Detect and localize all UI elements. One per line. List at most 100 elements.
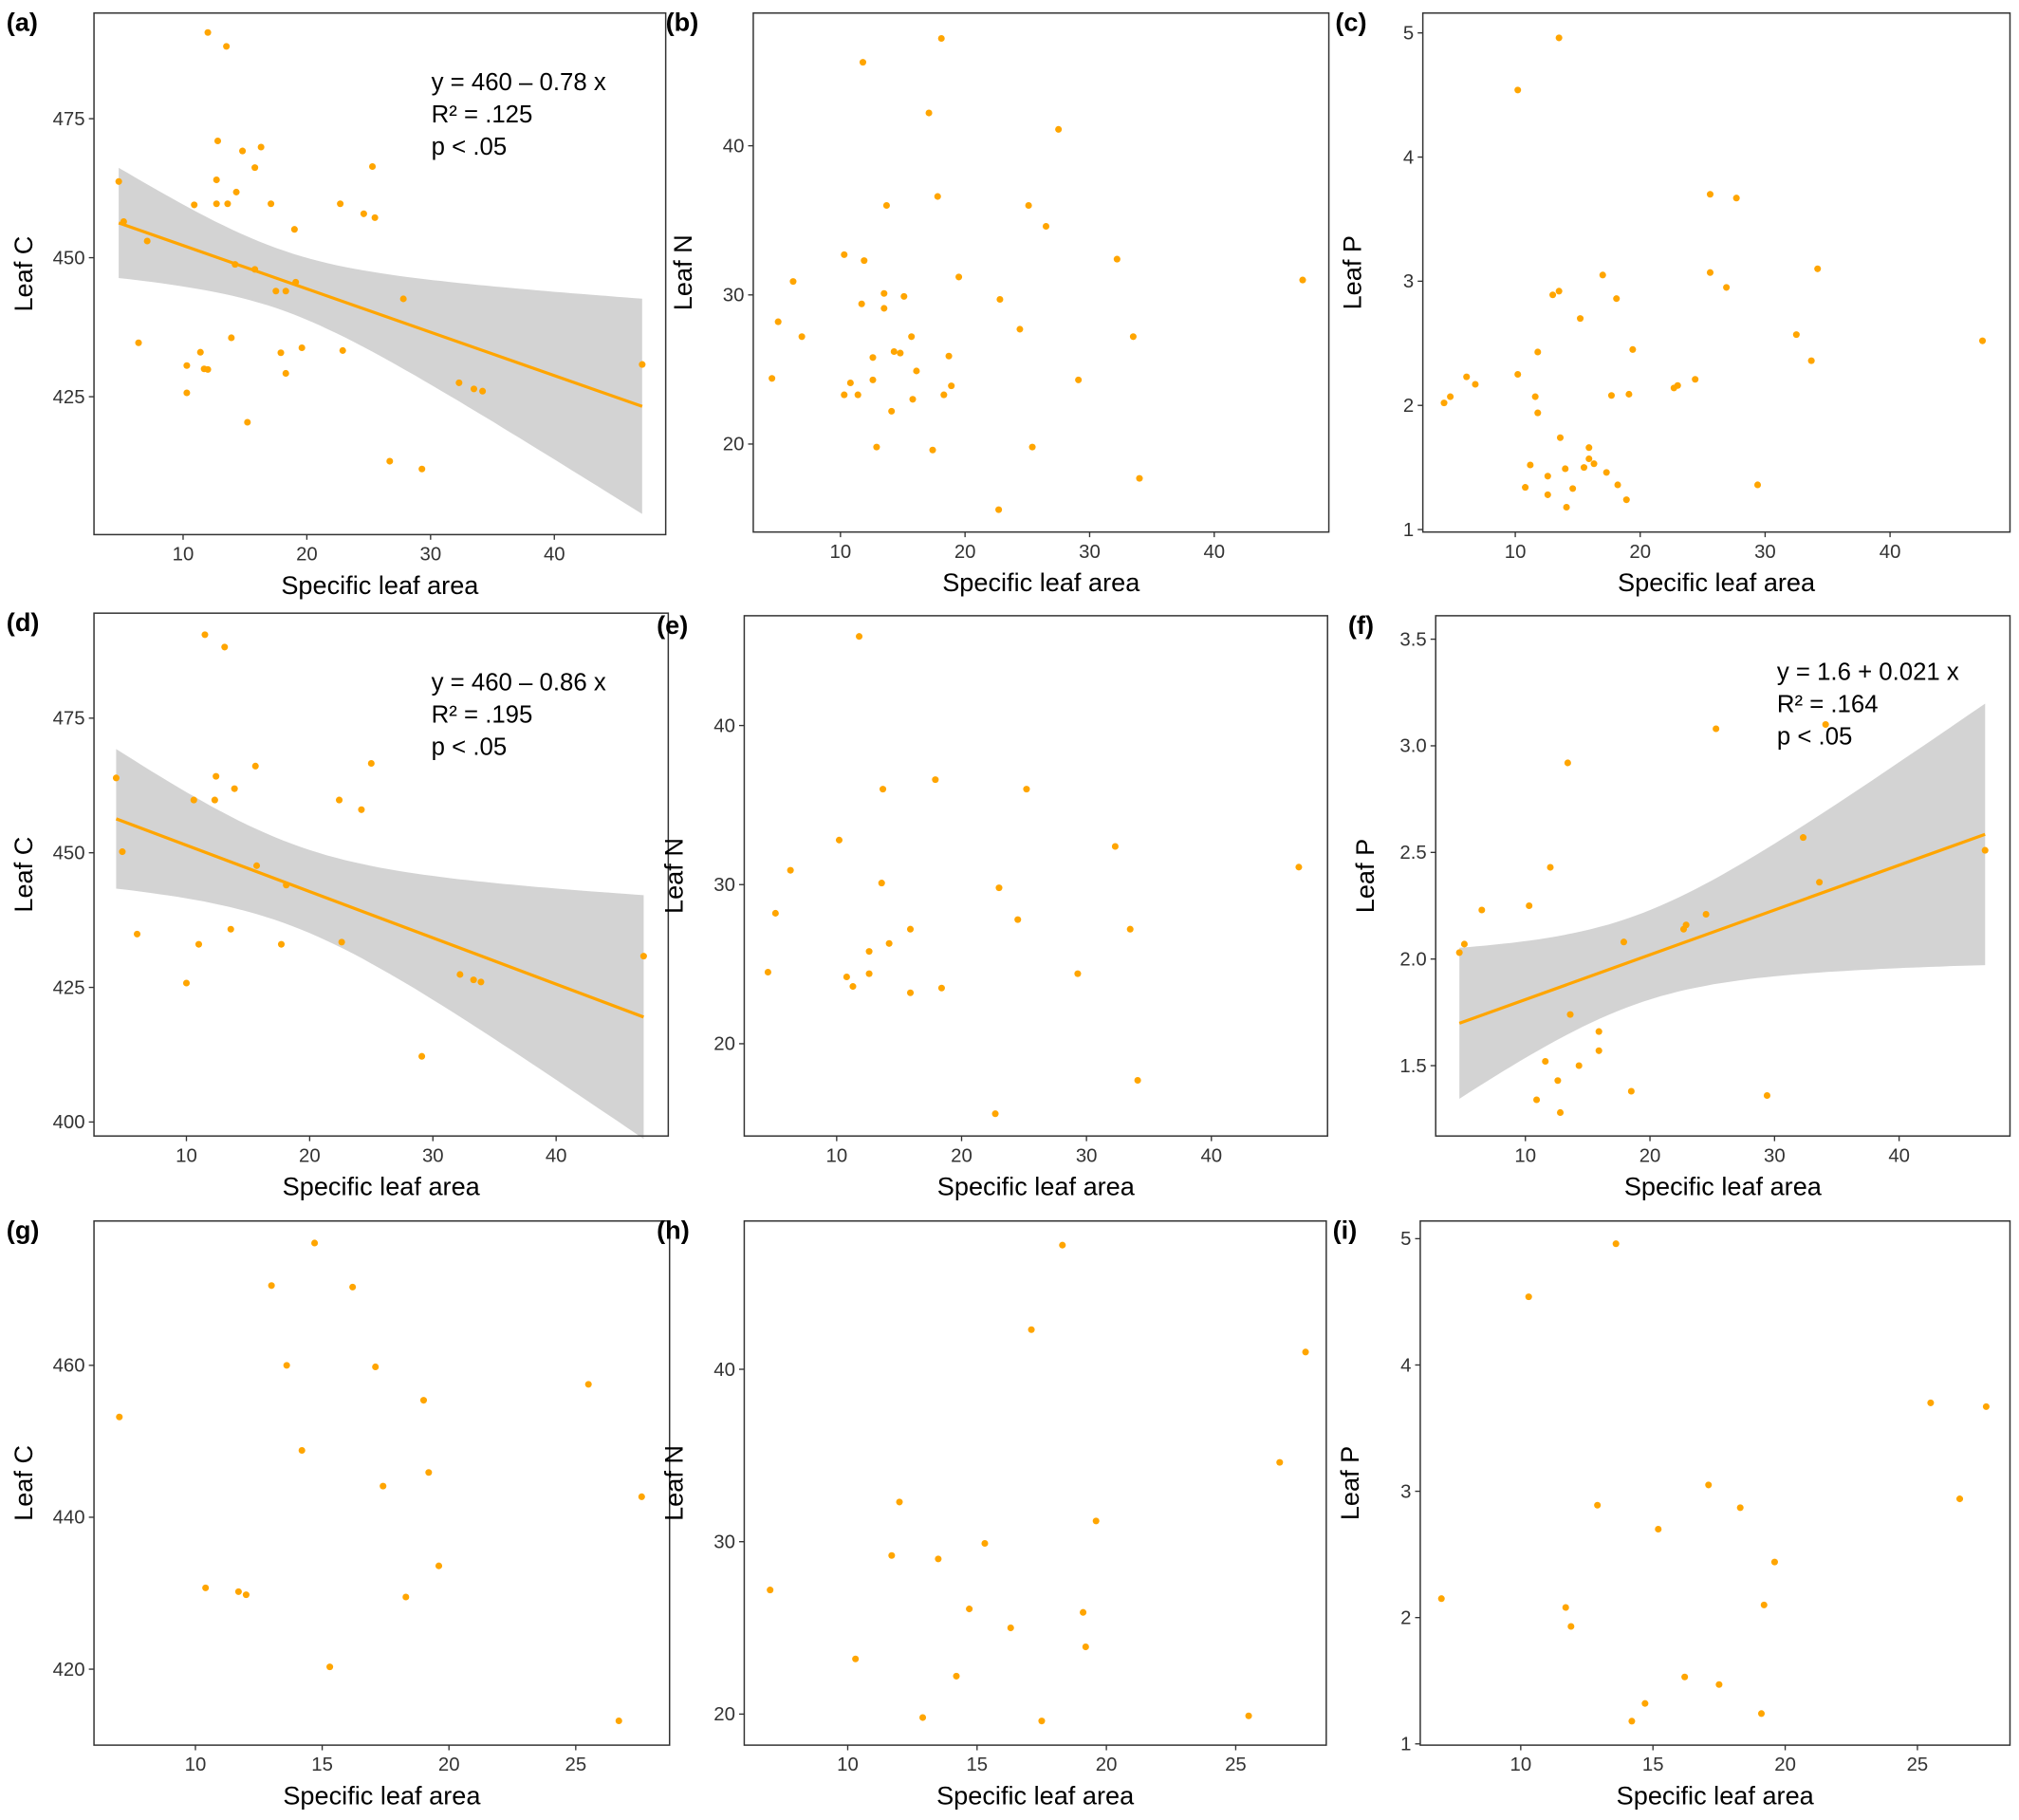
data-point xyxy=(1681,1673,1689,1681)
y-tick-label: 40 xyxy=(723,136,745,157)
data-point xyxy=(221,643,229,651)
panel-label: (i) xyxy=(1333,1216,1358,1245)
data-point xyxy=(372,1363,380,1370)
data-point xyxy=(846,379,854,387)
data-point xyxy=(885,939,893,947)
data-point xyxy=(767,1587,774,1594)
data-point xyxy=(843,973,850,981)
data-point xyxy=(196,348,204,356)
x-axis-label: Specific leaf area xyxy=(1618,567,1816,597)
data-point xyxy=(213,200,220,208)
regression-annotation: R² = .125 xyxy=(432,102,533,128)
data-point xyxy=(584,1381,592,1388)
data-point xyxy=(880,305,888,312)
x-axis-label: Specific leaf area xyxy=(283,1781,481,1811)
data-point xyxy=(1136,474,1143,482)
data-point xyxy=(856,633,863,641)
y-tick-label: 5 xyxy=(1400,1229,1411,1250)
data-point xyxy=(913,367,920,375)
data-point xyxy=(835,836,843,844)
data-point xyxy=(1555,288,1563,295)
data-point xyxy=(1463,373,1471,381)
x-axis-label: Specific leaf area xyxy=(1617,1781,1815,1811)
data-point xyxy=(369,162,377,171)
data-point xyxy=(769,375,776,382)
data-point xyxy=(1705,1481,1713,1489)
data-point xyxy=(1023,786,1030,793)
plot-frame xyxy=(1419,1220,2011,1746)
y-axis-label: Leaf P xyxy=(1350,839,1380,913)
y-tick-label: 460 xyxy=(53,1356,85,1377)
data-point xyxy=(1706,269,1714,276)
data-point xyxy=(298,344,306,352)
y-tick-label: 20 xyxy=(723,435,745,455)
y-tick-label: 20 xyxy=(713,1704,735,1725)
plot-frame xyxy=(743,615,1328,1137)
y-tick-label: 1 xyxy=(1403,520,1414,541)
data-point xyxy=(277,349,285,357)
data-point xyxy=(638,1493,645,1500)
data-point xyxy=(1059,1241,1066,1249)
data-point xyxy=(183,362,191,369)
x-axis-label: Specific leaf area xyxy=(936,1781,1135,1811)
x-axis-label: Specific leaf area xyxy=(281,570,479,600)
x-tick-label: 40 xyxy=(1880,542,1901,563)
regression-annotation: y = 460 – 0.78 x xyxy=(432,69,606,96)
data-point xyxy=(298,1446,306,1455)
data-point xyxy=(639,953,647,960)
y-tick-label: 30 xyxy=(713,1532,735,1552)
x-axis-label: Specific leaf area xyxy=(937,1172,1136,1201)
data-point xyxy=(995,884,1003,892)
x-tick-label: 30 xyxy=(420,545,442,566)
data-point xyxy=(940,391,948,399)
data-point xyxy=(232,261,239,269)
data-point xyxy=(1544,491,1551,498)
data-point xyxy=(1527,461,1534,469)
data-point xyxy=(948,382,955,390)
data-point xyxy=(1129,333,1137,341)
data-point xyxy=(283,1362,290,1369)
data-point xyxy=(906,989,915,996)
data-point xyxy=(202,1584,210,1591)
data-point xyxy=(865,970,873,977)
data-point xyxy=(1800,834,1807,842)
data-point xyxy=(787,866,794,874)
data-point xyxy=(880,289,888,297)
y-tick-label: 400 xyxy=(53,1112,85,1133)
panel-e: 10 20 30 40 20 30 40 Specific leaf area Leaf N (e… xyxy=(657,610,1328,1201)
regression-annotation: y = 460 – 0.86 x xyxy=(432,670,606,696)
data-point xyxy=(888,1551,896,1559)
data-point xyxy=(1556,434,1565,441)
data-point xyxy=(1674,381,1681,389)
data-point xyxy=(336,796,343,804)
x-tick-label: 20 xyxy=(1629,542,1651,563)
data-point xyxy=(764,968,771,976)
data-point xyxy=(1692,376,1699,383)
x-tick-label: 10 xyxy=(173,545,194,566)
data-point xyxy=(211,796,218,804)
data-point xyxy=(639,361,646,368)
y-tick-label: 4 xyxy=(1403,147,1414,168)
regression-annotation: p < .05 xyxy=(432,734,508,760)
data-point xyxy=(290,226,298,233)
data-point xyxy=(349,1283,357,1291)
data-point xyxy=(182,979,191,987)
data-point xyxy=(1525,1293,1532,1301)
data-point xyxy=(1514,86,1522,94)
data-point xyxy=(861,257,868,265)
data-point xyxy=(251,762,259,770)
regression-annotation: y = 1.6 + 0.021 x xyxy=(1777,659,1959,686)
data-point xyxy=(1982,1402,1990,1410)
x-tick-label: 40 xyxy=(1888,1145,1910,1166)
data-point xyxy=(386,457,394,465)
data-point xyxy=(798,333,806,341)
data-point xyxy=(228,334,235,342)
data-point xyxy=(115,177,122,185)
data-point xyxy=(252,862,261,869)
data-point xyxy=(774,318,782,325)
panel-g: 10 15 20 25 420 440 460 Specific leaf area Leaf … xyxy=(7,1216,671,1811)
data-point xyxy=(1245,1712,1252,1719)
data-point xyxy=(191,201,198,209)
data-point xyxy=(841,251,848,258)
data-point xyxy=(1042,222,1050,231)
